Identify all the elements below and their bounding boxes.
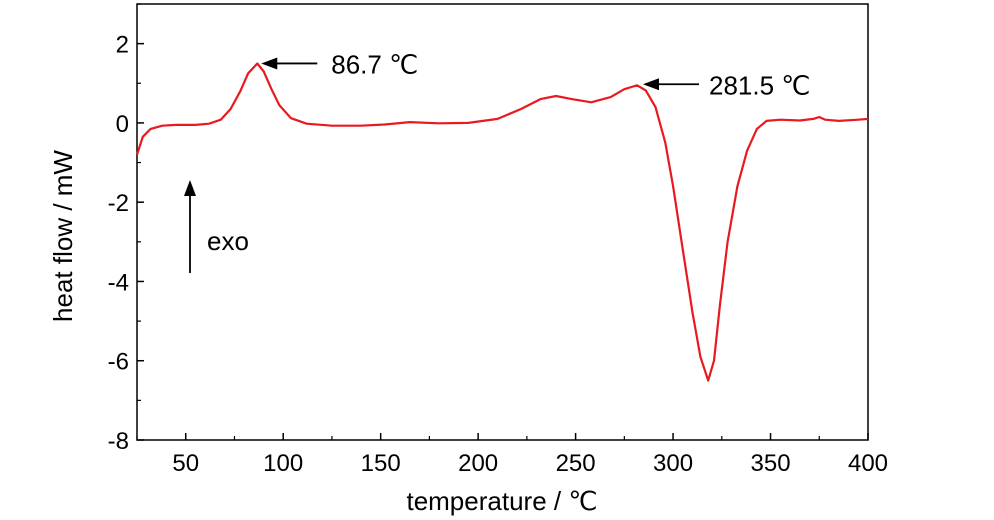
x-tick-label: 250 <box>556 450 596 477</box>
x-tick-label: 100 <box>263 450 303 477</box>
x-tick-label: 350 <box>751 450 791 477</box>
x-tick-label: 200 <box>458 450 498 477</box>
x-axis: 50 100 150 200 250 300 350 400 <box>136 433 888 477</box>
annotations: 86.7 ℃ 281.5 ℃ exo <box>184 49 811 273</box>
peak-label-2: 281.5 ℃ <box>709 70 811 100</box>
exo-arrow-head <box>184 180 196 196</box>
y-tick-label: -8 <box>108 428 129 455</box>
x-tick-label: 300 <box>653 450 693 477</box>
y-tick-label: -4 <box>108 269 129 296</box>
x-tick-label: 400 <box>848 450 888 477</box>
x-tick-label: 50 <box>172 450 199 477</box>
y-tick-label: 2 <box>116 32 129 59</box>
annotation-arrow-head <box>261 57 278 70</box>
x-tick-label: 150 <box>361 450 401 477</box>
annotation-arrow-head <box>643 78 660 91</box>
y-tick-label: 0 <box>116 111 129 138</box>
exo-label: exo <box>207 226 249 256</box>
y-tick-label: -6 <box>108 349 129 376</box>
heat-flow-curve <box>135 62 869 382</box>
y-tick-label: -2 <box>108 190 129 217</box>
y-axis: 2 0 -2 -4 -6 -8 <box>108 3 144 455</box>
peak-label-1: 86.7 ℃ <box>331 49 418 79</box>
x-axis-title: temperature / ℃ <box>406 486 597 516</box>
plot-frame <box>136 3 869 441</box>
y-axis-title: heat flow / mW <box>48 150 78 322</box>
